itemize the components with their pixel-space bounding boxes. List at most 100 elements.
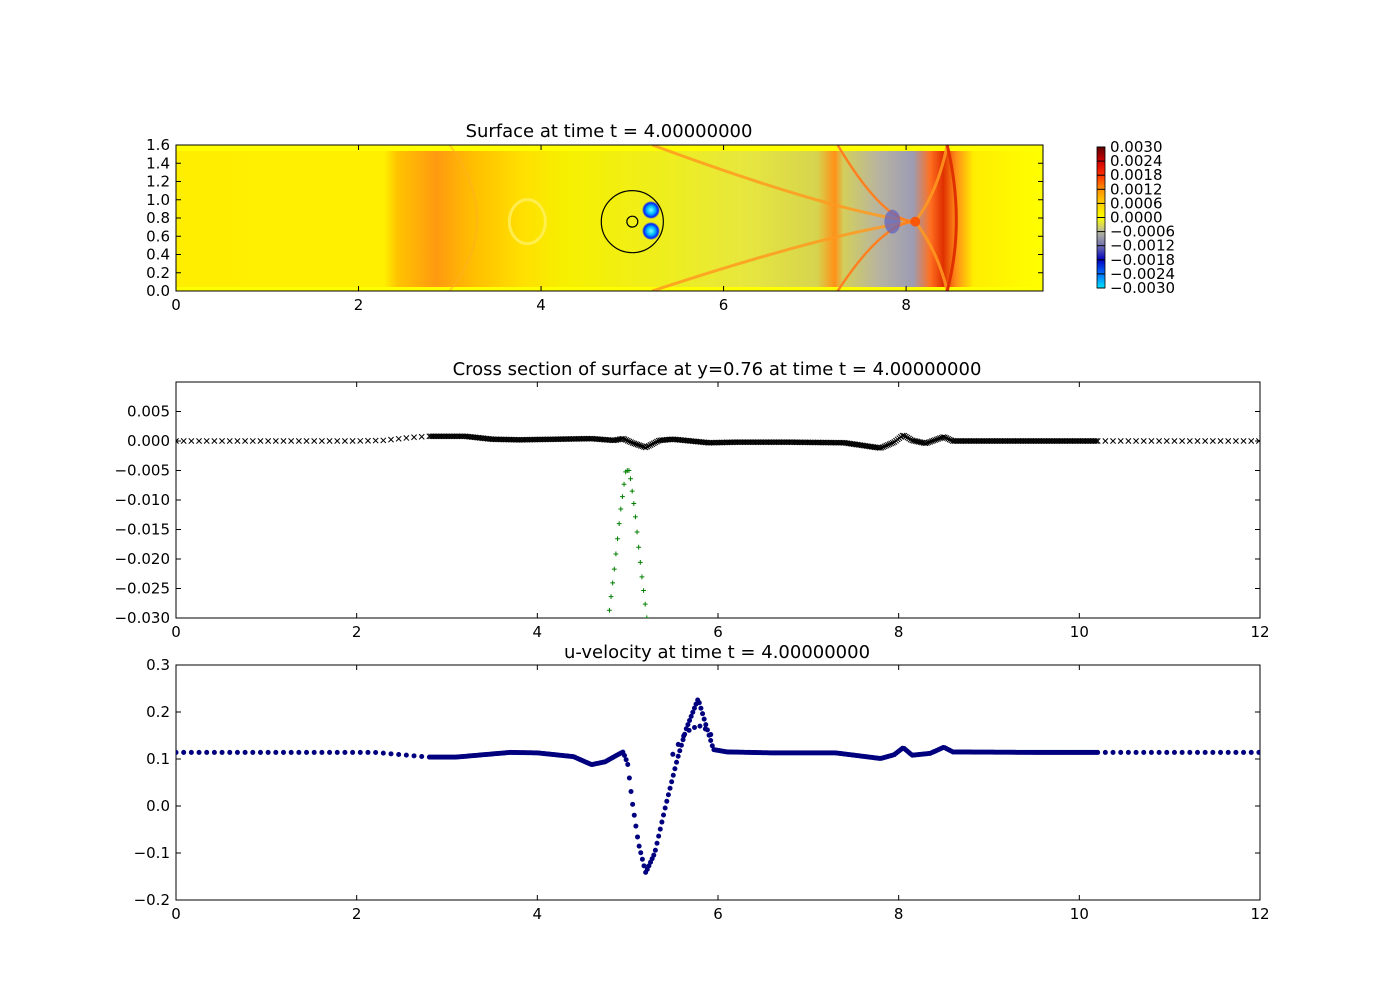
data-point-dot [380,750,386,756]
data-point-x [639,443,646,450]
data-point-x [933,436,940,443]
data-point-dot [697,723,703,729]
data-point-dot [672,766,678,772]
data-point-dot [411,753,417,759]
data-point-dot [1179,749,1185,755]
data-point-dot [1218,749,1224,755]
data-point-dot [288,749,294,755]
leading-front [945,145,958,291]
data-point-plus [607,607,612,613]
data-point-x [899,432,906,439]
data-point-dot [638,850,644,856]
data-point-dot [696,700,702,706]
data-point-x [365,437,371,444]
data-point-x [936,435,943,442]
data-point-plus [644,615,650,618]
data-point-x [883,442,890,449]
data-point-dot [365,749,371,755]
y-tick-label: −0.005 [114,462,170,480]
data-point-x [249,438,256,444]
data-point-x [1171,438,1178,444]
data-point-x [1217,438,1224,444]
cross-section-frame [175,381,1261,619]
surface-heatmap-title: Surface at time t = 4.00000000 [466,121,753,142]
data-point-dot [674,759,680,765]
colorbar-tick-label: −0.0012 [1110,237,1175,255]
data-point-dot [1233,749,1239,755]
data-point-dot [625,761,631,767]
data-point-dot [242,749,248,755]
data-point-x [1202,438,1209,444]
y-tick-label: 0.0 [146,282,170,300]
data-point-x [1094,438,1101,444]
x-tick-label: 8 [901,296,911,314]
data-point-plus [641,588,646,593]
data-point-x [631,440,638,447]
data-point-x [880,444,886,450]
data-point-dot [665,792,671,798]
data-point-x [334,438,341,444]
data-point-dot [628,789,634,795]
x-tick-label: 0 [171,623,181,641]
top-boundary-band [176,145,1043,151]
data-point-dot [685,722,691,728]
data-point-x [1194,438,1201,444]
data-point-dot [652,847,658,853]
data-point-plus [634,529,640,535]
data-point-plus [615,536,620,542]
x-tick-label: 8 [894,623,904,641]
data-point-x [1156,438,1163,444]
data-point-x [943,435,950,442]
data-point-plus [605,622,610,627]
colorbar-tick-label: −0.0030 [1110,279,1175,297]
data-point-x [642,444,649,451]
data-point-dot [703,722,709,728]
y-tick-label: 0.2 [146,264,170,282]
data-point-x [257,438,264,444]
data-point-x [634,441,641,448]
data-point-x [418,433,425,440]
data-point-dot [631,812,637,818]
data-point-x [628,439,634,446]
data-point-dot [626,775,632,781]
data-point-dot [1241,749,1247,755]
data-point-plus [631,501,637,506]
data-point-x [925,439,932,446]
y-tick-label: −0.1 [134,844,170,862]
data-point-dot [622,752,628,758]
data-point-dot [1187,749,1193,755]
x-tick-label: 0 [171,905,181,923]
data-point-x [318,438,325,444]
data-point-x [280,438,287,444]
data-point-dot [1210,749,1216,755]
data-point-dot [1095,749,1101,755]
data-point-x [654,438,660,445]
data-point-dot [667,785,673,791]
scour-hole-blob-lower [642,222,660,240]
data-point-dot [641,863,647,869]
colorbar: 0.00300.00240.00180.00120.00060.0000−0.0… [1096,138,1175,297]
data-point-plus [610,580,616,586]
data-point-x [1186,438,1193,444]
data-point-x [180,438,187,444]
data-point-x [1179,438,1186,444]
y-tick-label: −0.025 [114,580,170,598]
data-point-x [1093,438,1100,444]
data-point-x [884,441,891,448]
data-point-dot [176,749,179,755]
y-tick-label: 0.8 [146,209,170,227]
data-point-dot [1133,749,1139,755]
data-point-x [1225,438,1232,444]
data-point-dot [635,834,641,840]
data-point-x [341,438,348,444]
colorbar-tick-label: 0.0012 [1110,180,1163,198]
data-point-dot [675,741,681,747]
data-point-dot [670,772,676,778]
y-tick-label: 0.1 [146,750,170,768]
data-point-x [636,442,643,449]
wavefront-ridge [651,145,949,291]
data-point-dot [304,749,310,755]
data-point-dot [181,749,187,755]
data-point-x [1209,438,1216,444]
data-point-dot [698,705,704,711]
